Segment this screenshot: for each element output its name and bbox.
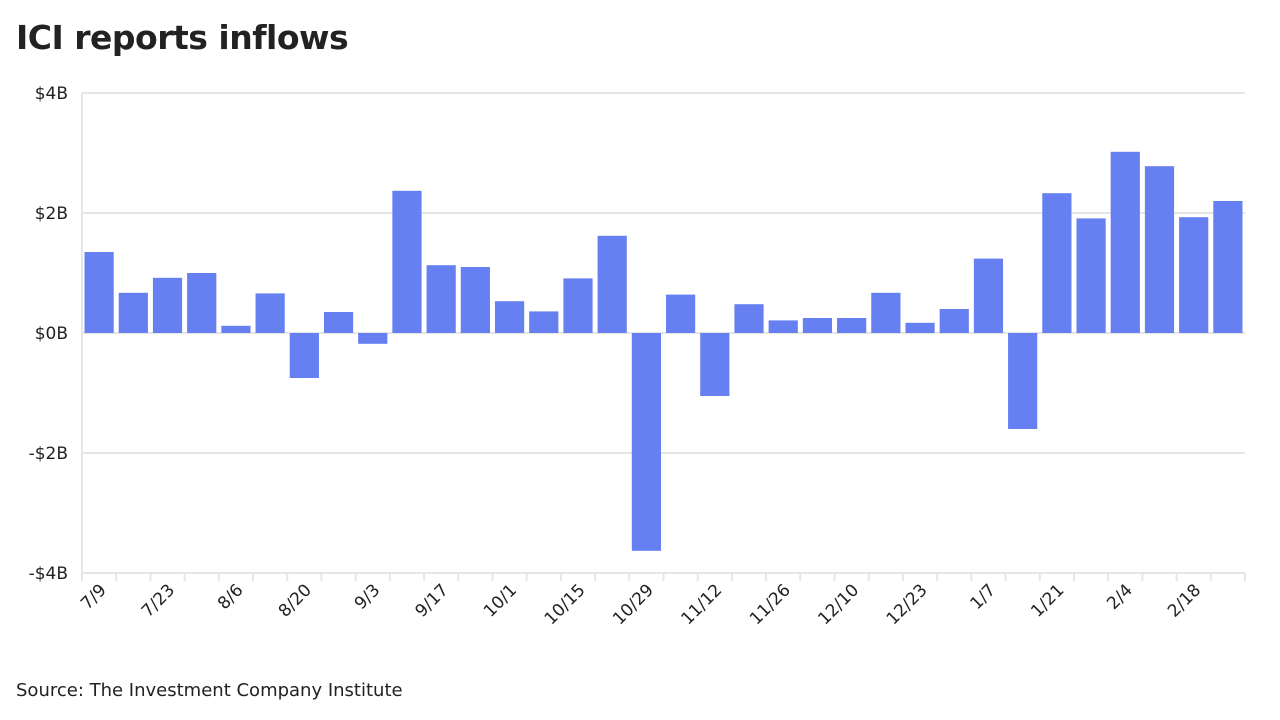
bar bbox=[973, 258, 1004, 333]
bar bbox=[1008, 333, 1038, 429]
bar bbox=[118, 292, 148, 333]
bar bbox=[1076, 218, 1106, 333]
y-axis-ticks: $4B $2B $0B -$2B -$4B bbox=[29, 84, 68, 584]
bar bbox=[1144, 166, 1175, 333]
bar bbox=[871, 292, 901, 333]
bar bbox=[597, 235, 627, 333]
bar bbox=[187, 273, 217, 333]
bar bbox=[905, 322, 935, 333]
y-tick-label: $4B bbox=[35, 84, 68, 104]
bar bbox=[1213, 201, 1243, 333]
bar bbox=[700, 333, 730, 396]
bar bbox=[837, 318, 867, 333]
x-tick-label: 12/10 bbox=[814, 580, 863, 629]
bar bbox=[1042, 193, 1072, 333]
bar bbox=[289, 333, 319, 378]
y-tick-label: $2B bbox=[35, 204, 68, 224]
x-tick-label: 10/29 bbox=[609, 580, 658, 629]
x-tick-label: 10/1 bbox=[480, 580, 521, 621]
bar bbox=[1110, 151, 1140, 333]
bar bbox=[939, 309, 969, 333]
x-tick-label: 1/7 bbox=[967, 580, 1000, 613]
x-tick-label: 1/21 bbox=[1027, 580, 1068, 621]
bar bbox=[666, 294, 696, 333]
x-axis-ticks: 7/9 7/23 8/6 8/20 9/3 9/17 10/1 10/15 10/29 11/12… bbox=[77, 580, 1205, 629]
x-tick-label: 7/9 bbox=[77, 580, 110, 613]
x-tick-label: 2/4 bbox=[1103, 580, 1136, 613]
x-tick-label: 8/6 bbox=[214, 580, 247, 613]
bar bbox=[255, 293, 285, 333]
bar-chart: $4B $2B $0B -$2B -$4B 7/9 7/23 8/6 8/20 9/3 9/17 1… bbox=[29, 84, 1246, 629]
x-tick-label: 8/20 bbox=[275, 580, 316, 621]
bar bbox=[494, 301, 525, 333]
bar bbox=[734, 304, 764, 333]
x-tick-label: 10/15 bbox=[541, 580, 590, 629]
x-tick-label: 9/17 bbox=[412, 580, 453, 621]
x-tick-label: 11/26 bbox=[746, 580, 795, 629]
source-note: Source: The Investment Company Institute bbox=[16, 680, 403, 701]
bar bbox=[802, 318, 833, 333]
bar bbox=[460, 267, 490, 333]
bar bbox=[426, 265, 456, 333]
x-tick-label: 7/23 bbox=[138, 580, 179, 621]
bar bbox=[221, 325, 251, 333]
x-tick-label: 12/23 bbox=[883, 580, 932, 629]
x-tick-label: 2/18 bbox=[1164, 580, 1205, 621]
y-tick-label: $0B bbox=[35, 324, 68, 344]
bars bbox=[84, 151, 1243, 551]
y-tick-label: -$2B bbox=[29, 444, 68, 464]
y-tick-label: -$4B bbox=[29, 564, 68, 584]
gridlines bbox=[81, 92, 1246, 581]
bar bbox=[768, 320, 798, 333]
bar bbox=[392, 190, 422, 333]
bar bbox=[152, 277, 183, 333]
bar bbox=[563, 278, 593, 333]
bar bbox=[1179, 217, 1209, 333]
bar bbox=[323, 312, 354, 333]
chart-title: ICI reports inflows bbox=[16, 18, 349, 57]
bar bbox=[84, 252, 114, 333]
x-tick-label: 9/3 bbox=[351, 580, 384, 613]
bar bbox=[631, 333, 661, 551]
bar bbox=[529, 311, 559, 333]
x-tick-label: 11/12 bbox=[678, 580, 727, 629]
bar bbox=[358, 333, 388, 344]
